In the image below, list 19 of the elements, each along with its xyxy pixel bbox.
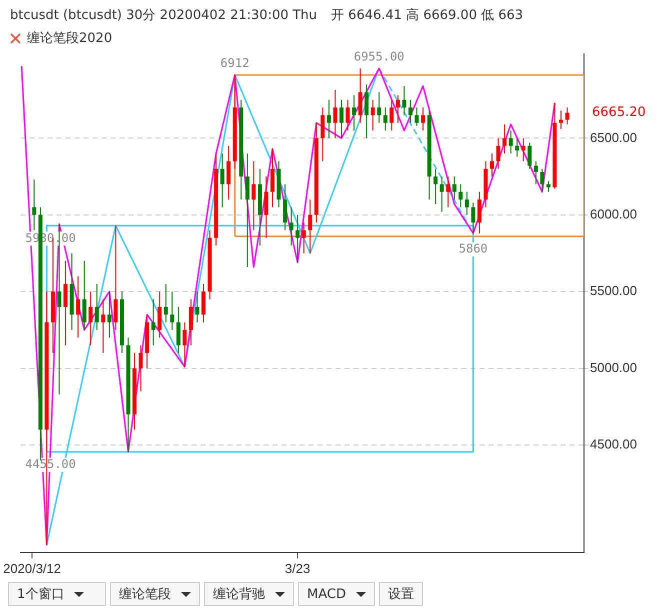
y-tick-label: 5500.00 [590,283,637,298]
chart-title: btcusdt (btcusdt) 30分 20200402 21:30:00 Thu [10,8,318,23]
legend-title: 缠论笔段2020 [27,30,112,47]
y-tick-label: 6000.00 [590,206,637,222]
annotation: 5860 [458,241,488,256]
annotation: 6665.20 [592,105,646,120]
y-tick-label: 6500.00 [590,130,637,145]
y-tick-label: 5000.00 [590,360,637,375]
text: 设置 [388,586,414,603]
x-tick-label: 2020/3/12 [3,560,61,576]
text: 缠论笔段 [119,586,171,603]
text: 缠论背驰 [213,586,265,603]
y-tick-label: 4500.00 [590,436,637,452]
text: 1个窗口 [17,586,64,603]
x-tick-label: 3/23 [284,560,310,576]
annotation: 6955.00 [354,50,404,64]
text: MACD [307,586,346,602]
chart-subtitle: 开 6646.41 高 6669.00 低 663 [331,8,524,23]
annotation: 6912 [220,56,250,70]
